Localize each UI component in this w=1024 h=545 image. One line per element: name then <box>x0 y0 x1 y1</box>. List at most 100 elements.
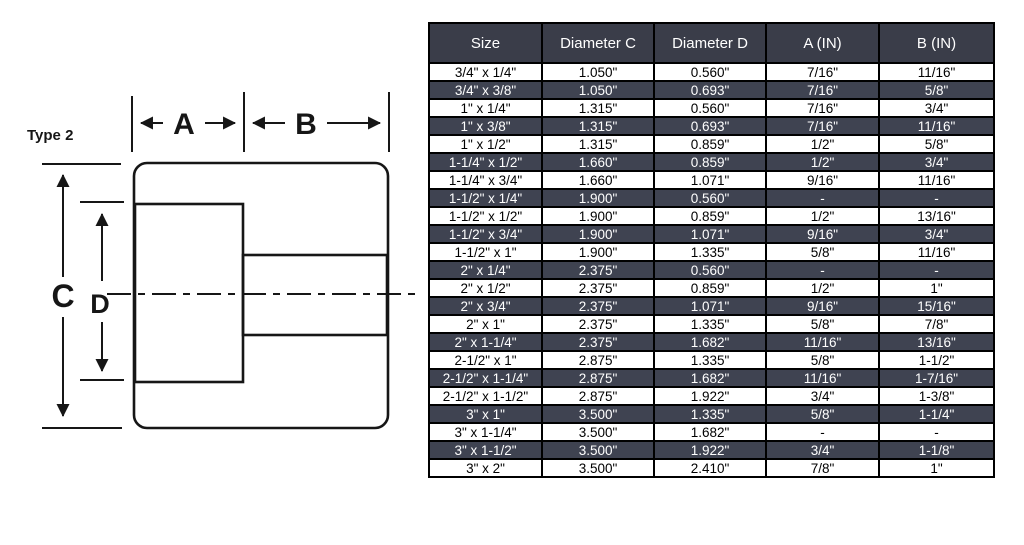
table-cell: 3" x 1-1/2" <box>428 440 543 460</box>
table-cell: 1-1/8" <box>878 440 995 460</box>
table-cell: 5/8" <box>765 350 880 370</box>
table-row: 1-1/2" x 1" 1.900" 1.335" 5/8" 11/16" <box>428 242 995 262</box>
table-cell: 2-1/2" x 1" <box>428 350 543 370</box>
table-cell: 2" x 1-1/4" <box>428 332 543 352</box>
table-cell: 1-1/2" x 3/4" <box>428 224 543 244</box>
table-cell: 3/4" <box>878 224 995 244</box>
table-cell: 1.335" <box>653 350 767 370</box>
table-cell: 3/4" <box>878 152 995 172</box>
table-cell: 1-7/16" <box>878 368 995 388</box>
table-cell: 2" x 1" <box>428 314 543 334</box>
table-cell: 0.859" <box>653 278 767 298</box>
table-cell: - <box>878 188 995 208</box>
table-cell: 1.682" <box>653 368 767 388</box>
table-cell: 3.500" <box>541 404 655 424</box>
table-cell: 2.410" <box>653 458 767 478</box>
table-cell: 1" x 3/8" <box>428 116 543 136</box>
table-cell: 0.859" <box>653 206 767 226</box>
table-cell: 13/16" <box>878 332 995 352</box>
dim-d-label: D <box>90 289 110 319</box>
table-cell: 1.071" <box>653 224 767 244</box>
table-cell: 1.335" <box>653 314 767 334</box>
table-cell: 0.859" <box>653 152 767 172</box>
table-cell: 0.693" <box>653 80 767 100</box>
dim-c-label: C <box>51 278 74 314</box>
table-cell: 1/2" <box>765 134 880 154</box>
table-cell: 2.375" <box>541 278 655 298</box>
table-cell: 7/16" <box>765 116 880 136</box>
table-row: 3" x 1-1/4" 3.500" 1.682" - - <box>428 422 995 442</box>
column-header: Size <box>428 22 543 64</box>
table-cell: 3.500" <box>541 440 655 460</box>
table-cell: 5/8" <box>765 404 880 424</box>
table-cell: 11/16" <box>878 62 995 82</box>
table-cell: 9/16" <box>765 224 880 244</box>
table-cell: 1-1/2" x 1" <box>428 242 543 262</box>
table-cell: 1.335" <box>653 242 767 262</box>
column-header: B (IN) <box>878 22 995 64</box>
table-cell: 1-3/8" <box>878 386 995 406</box>
table-cell: 7/8" <box>878 314 995 334</box>
table-cell: 11/16" <box>878 242 995 262</box>
table-cell: 1.660" <box>541 170 655 190</box>
table-cell: 1/2" <box>765 152 880 172</box>
table-cell: 1.071" <box>653 170 767 190</box>
table-cell: 15/16" <box>878 296 995 316</box>
table-cell: 5/8" <box>765 314 880 334</box>
table-cell: 2.375" <box>541 332 655 352</box>
table-cell: 1.335" <box>653 404 767 424</box>
table-row: 2" x 3/4" 2.375" 1.071" 9/16" 15/16" <box>428 296 995 316</box>
table-row: 1-1/4" x 3/4" 1.660" 1.071" 9/16" 11/16" <box>428 170 995 190</box>
table-cell: 1.900" <box>541 242 655 262</box>
table-row: 1-1/2" x 3/4" 1.900" 1.071" 9/16" 3/4" <box>428 224 995 244</box>
table-cell: 2" x 1/4" <box>428 260 543 280</box>
table-cell: 0.560" <box>653 188 767 208</box>
table-cell: 1.315" <box>541 98 655 118</box>
table-cell: 0.560" <box>653 98 767 118</box>
table-row: 1-1/4" x 1/2" 1.660" 0.859" 1/2" 3/4" <box>428 152 995 172</box>
table-cell: 1" <box>878 278 995 298</box>
table-cell: 7/16" <box>765 80 880 100</box>
table-cell: - <box>878 422 995 442</box>
table-cell: 1.315" <box>541 134 655 154</box>
table-cell: 1-1/4" x 1/2" <box>428 152 543 172</box>
table-cell: - <box>765 422 880 442</box>
table-cell: - <box>765 188 880 208</box>
table-cell: 3" x 2" <box>428 458 543 478</box>
table-cell: 1" <box>878 458 995 478</box>
table-cell: 9/16" <box>765 170 880 190</box>
table-cell: 1.050" <box>541 62 655 82</box>
table-cell: 7/8" <box>765 458 880 478</box>
table-cell: 3.500" <box>541 458 655 478</box>
table-cell: 1.922" <box>653 386 767 406</box>
table-cell: 1.071" <box>653 296 767 316</box>
table-cell: - <box>878 260 995 280</box>
table-cell: 9/16" <box>765 296 880 316</box>
table-cell: 1" x 1/4" <box>428 98 543 118</box>
table-cell: 3/4" x 3/8" <box>428 80 543 100</box>
table-cell: 1.315" <box>541 116 655 136</box>
table-cell: 5/8" <box>878 134 995 154</box>
table-row: 1" x 1/4" 1.315" 0.560" 7/16" 3/4" <box>428 98 995 118</box>
column-header: Diameter D <box>653 22 767 64</box>
table-cell: 1/2" <box>765 206 880 226</box>
table-cell: 2-1/2" x 1-1/2" <box>428 386 543 406</box>
table-row: 1-1/2" x 1/2" 1.900" 0.859" 1/2" 13/16" <box>428 206 995 226</box>
table-row: 2" x 1/2" 2.375" 0.859" 1/2" 1" <box>428 278 995 298</box>
table-cell: 1-1/4" <box>878 404 995 424</box>
table-cell: 1.682" <box>653 332 767 352</box>
table-cell: 1-1/2" <box>878 350 995 370</box>
table-cell: 1-1/2" x 1/4" <box>428 188 543 208</box>
table-cell: 3/4" x 1/4" <box>428 62 543 82</box>
table-cell: 1.900" <box>541 224 655 244</box>
table-cell: 11/16" <box>765 332 880 352</box>
table-row: 3/4" x 1/4" 1.050" 0.560" 7/16" 11/16" <box>428 62 995 82</box>
coupling-cross-section-diagram: Type 2 A B C D <box>0 0 427 540</box>
table-cell: 1.922" <box>653 440 767 460</box>
table-row: 1" x 3/8" 1.315" 0.693" 7/16" 11/16" <box>428 116 995 136</box>
table-cell: 3.500" <box>541 422 655 442</box>
table-cell: 0.859" <box>653 134 767 154</box>
table-cell: 3" x 1" <box>428 404 543 424</box>
table-cell: 1/2" <box>765 278 880 298</box>
